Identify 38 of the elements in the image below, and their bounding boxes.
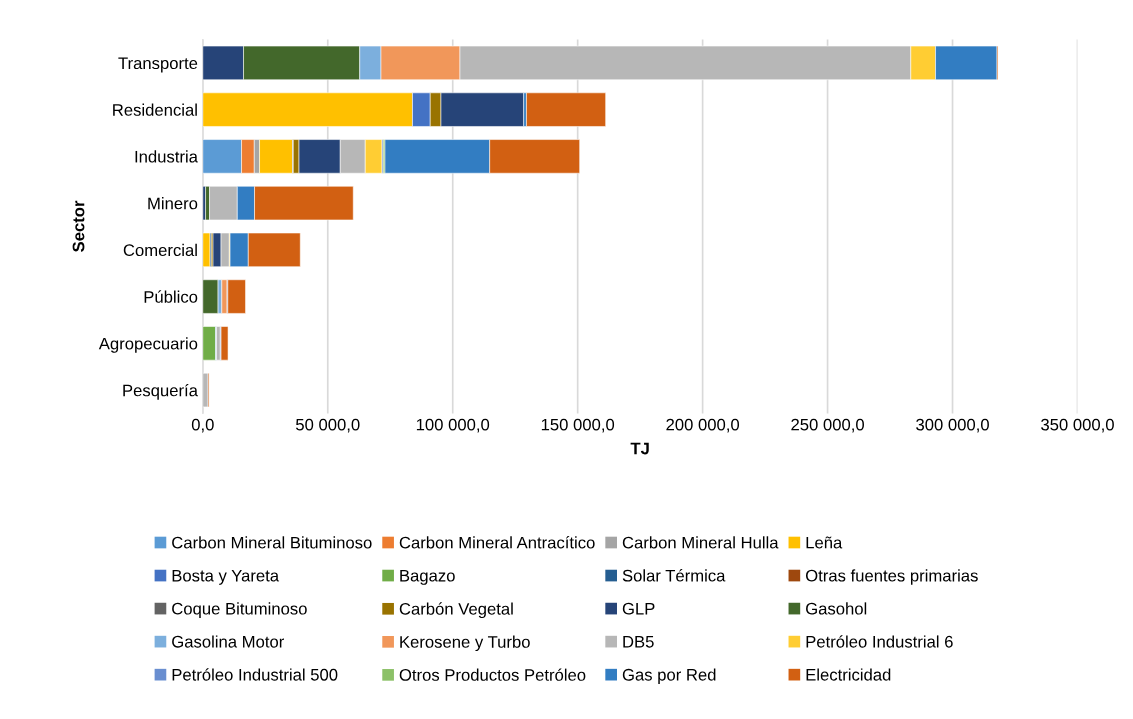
x-tick-label: 300 000,0: [916, 418, 989, 433]
legend-label: Coque Bituminoso: [172, 602, 307, 618]
y-axis-title: Sector: [72, 200, 85, 252]
legend-label: Gasolina Motor: [172, 635, 285, 648]
legend-label: DB5: [623, 636, 654, 648]
y-tick-label: Público: [144, 290, 198, 303]
x-axis-title: TJ: [630, 442, 649, 455]
legend-label: Electricidad: [806, 668, 891, 681]
y-tick-label: Agropecuario: [98, 337, 198, 353]
y-tick-label: Transporte: [118, 57, 198, 73]
x-tick-label: 200 000,0: [666, 418, 740, 433]
legend-label: Kerosene y Turbo: [400, 635, 530, 652]
legend-label: Carbon Mineral Antracítico: [399, 536, 595, 549]
y-tick-label: Comercial: [123, 243, 197, 257]
x-tick-label: 150 000,0: [541, 418, 615, 433]
y-tick-label: Residencial: [113, 103, 197, 116]
legend-label: GLP: [622, 602, 655, 615]
legend-label: Bosta y Yareta: [172, 569, 280, 585]
legend-label: Solar Térmica: [622, 569, 726, 582]
legend-label: Petróleo Industrial 6: [806, 635, 953, 648]
legend-label: Carbon Mineral Hulla: [622, 536, 779, 549]
y-tick-label: Pesquería: [123, 383, 198, 400]
x-tick-label: 250 000,0: [791, 418, 864, 433]
legend-label: Leña: [806, 536, 843, 549]
x-tick-label: 50 000,0: [295, 418, 360, 433]
y-tick-label: Minero: [148, 197, 198, 210]
legend-label: Otras fuentes primarias: [805, 569, 978, 585]
legend-label: Otros Productos Petróleo: [399, 668, 586, 681]
x-tick-label: 350 000,0: [1041, 418, 1114, 433]
x-tick-label: 100 000,0: [416, 418, 490, 433]
legend-label: Carbón Vegetal: [399, 602, 513, 619]
legend-label: Gas por Red: [622, 668, 716, 684]
x-tick-label: 0,0: [191, 418, 214, 433]
legend-label: Petróleo Industrial 500: [172, 668, 338, 681]
legend-label: Gasohol: [806, 602, 867, 615]
legend-label: Bagazo: [400, 569, 455, 585]
legend-label: Carbon Mineral Bituminoso: [172, 536, 372, 549]
y-tick-label: Industria: [135, 150, 198, 163]
